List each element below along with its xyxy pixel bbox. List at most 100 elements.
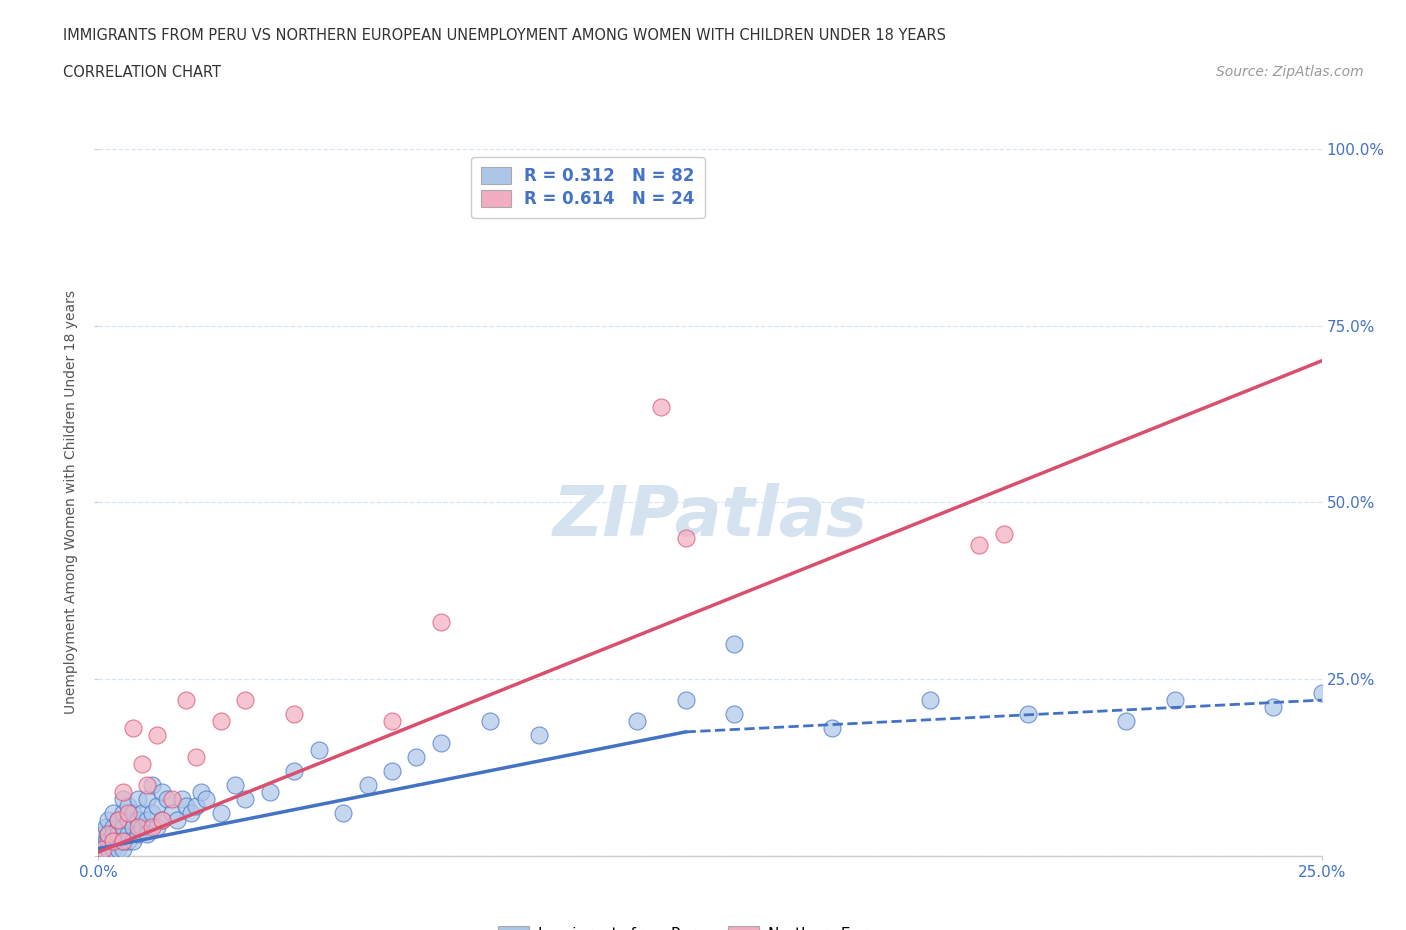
Point	[117, 813, 139, 828]
Point	[101, 841, 124, 856]
Point	[233, 791, 256, 806]
Point	[176, 799, 198, 814]
Point	[111, 791, 134, 806]
Point	[97, 841, 120, 856]
Point	[111, 827, 134, 842]
Point	[160, 791, 183, 806]
Point	[308, 742, 330, 757]
Point	[224, 777, 246, 792]
Point	[107, 813, 129, 828]
Point	[136, 791, 159, 806]
Point	[478, 714, 501, 729]
Point	[127, 820, 149, 835]
Point	[1164, 693, 1187, 708]
Point	[141, 777, 163, 792]
Point	[127, 791, 149, 806]
Point	[1115, 714, 1137, 729]
Point	[993, 526, 1015, 541]
Point	[90, 841, 112, 856]
Point	[117, 827, 139, 842]
Point	[160, 805, 183, 820]
Text: ZIPatlas: ZIPatlas	[553, 483, 868, 550]
Point	[146, 799, 169, 814]
Point	[675, 530, 697, 545]
Point	[107, 841, 129, 856]
Point	[94, 820, 117, 835]
Point	[111, 805, 134, 820]
Point	[920, 693, 942, 708]
Text: Source: ZipAtlas.com: Source: ZipAtlas.com	[1216, 65, 1364, 79]
Point	[136, 827, 159, 842]
Point	[1017, 707, 1039, 722]
Point	[381, 764, 404, 778]
Point	[186, 750, 208, 764]
Point	[97, 827, 120, 842]
Point	[111, 785, 134, 800]
Point	[94, 834, 117, 849]
Point	[146, 820, 169, 835]
Point	[723, 707, 745, 722]
Point	[259, 785, 281, 800]
Point	[150, 813, 173, 828]
Point	[117, 799, 139, 814]
Point	[283, 764, 305, 778]
Point	[111, 834, 134, 849]
Point	[136, 813, 159, 828]
Point	[97, 813, 120, 828]
Point	[209, 805, 232, 820]
Point	[121, 805, 143, 820]
Point	[723, 636, 745, 651]
Point	[967, 538, 990, 552]
Point	[141, 820, 163, 835]
Point	[91, 834, 114, 849]
Point	[150, 813, 173, 828]
Point	[101, 834, 124, 849]
Point	[1261, 699, 1284, 714]
Point	[127, 813, 149, 828]
Point	[131, 805, 153, 820]
Point	[121, 820, 143, 835]
Point	[405, 750, 427, 764]
Point	[190, 785, 212, 800]
Point	[91, 841, 114, 856]
Point	[107, 827, 129, 842]
Point	[131, 756, 153, 771]
Point	[650, 399, 672, 414]
Point	[430, 615, 453, 630]
Point	[283, 707, 305, 722]
Point	[381, 714, 404, 729]
Point	[527, 728, 550, 743]
Point	[1310, 685, 1333, 700]
Y-axis label: Unemployment Among Women with Children Under 18 years: Unemployment Among Women with Children U…	[65, 290, 79, 714]
Point	[97, 827, 120, 842]
Point	[430, 735, 453, 750]
Point	[146, 728, 169, 743]
Text: IMMIGRANTS FROM PERU VS NORTHERN EUROPEAN UNEMPLOYMENT AMONG WOMEN WITH CHILDREN: IMMIGRANTS FROM PERU VS NORTHERN EUROPEA…	[63, 28, 946, 43]
Point	[180, 805, 202, 820]
Point	[101, 827, 124, 842]
Point	[186, 799, 208, 814]
Point	[136, 777, 159, 792]
Point	[626, 714, 648, 729]
Point	[97, 841, 120, 856]
Point	[91, 841, 114, 856]
Point	[131, 820, 153, 835]
Point	[209, 714, 232, 729]
Point	[107, 834, 129, 849]
Point	[150, 785, 173, 800]
Point	[121, 834, 143, 849]
Point	[101, 805, 124, 820]
Point	[233, 693, 256, 708]
Point	[121, 721, 143, 736]
Point	[176, 693, 198, 708]
Point	[111, 820, 134, 835]
Point	[107, 820, 129, 835]
Point	[91, 827, 114, 842]
Point	[166, 813, 188, 828]
Point	[111, 834, 134, 849]
Point	[107, 813, 129, 828]
Text: CORRELATION CHART: CORRELATION CHART	[63, 65, 221, 80]
Point	[111, 841, 134, 856]
Point	[170, 791, 193, 806]
Point	[117, 805, 139, 820]
